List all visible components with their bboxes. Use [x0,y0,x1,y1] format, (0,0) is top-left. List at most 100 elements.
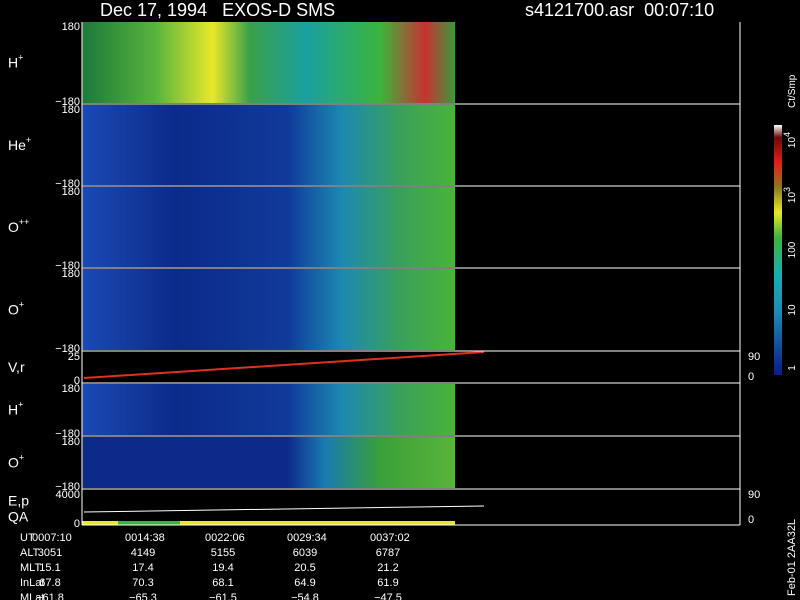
table-cell: 5155 [211,547,235,559]
colorbar-label-base: 10 [787,304,798,316]
spectrogram [82,384,455,435]
y-tick-label: 180 [62,21,80,33]
table-cell: 67.8 [39,577,60,589]
y-tick-label: 180 [62,383,80,395]
table-cell: 4149 [131,547,155,559]
table-cell: 0022:06 [205,532,245,544]
panel-label-2: QA [8,509,29,525]
table-cell: 64.9 [294,577,315,589]
table-row-label: InLat [20,577,44,589]
y-tick-label: −180 [55,343,80,355]
y-tick-label: 180 [62,436,80,448]
panel-label: H+ [8,53,23,71]
panel-label-sup: + [18,400,23,410]
right-tick-label: 90 [748,489,760,501]
table-row-label: MLat [20,592,44,600]
colorbar-label: 10 [787,304,798,316]
table-cell: 6787 [376,547,400,559]
panel-label-text: O [8,302,19,318]
colorbar-label-exp: 3 [782,187,792,192]
panel-label-sup: + [18,53,23,63]
table-cell: −65.3 [129,592,157,600]
right-tick-label: 90 [748,351,760,363]
colorbar-label-base: 10 [787,137,798,149]
table-row-label: ALT [20,547,40,559]
spectrogram [82,187,455,267]
table-cell: 68.1 [212,577,233,589]
panel-label-sup: + [26,135,31,145]
colorbar-label: 103 [782,187,798,203]
y-tick-label: 25 [68,351,80,363]
colorbar [774,125,782,375]
panel-label: V,r [8,359,25,375]
table-row-label: UT [20,532,35,544]
file-label: s4121700.asr 00:07:10 [525,0,714,20]
table-cell: −61.8 [36,592,64,600]
table-cell: −47.5 [374,592,402,600]
qa-bar [118,521,180,525]
table-cell: −61.5 [209,592,237,600]
y-tick-label: 4000 [56,489,80,501]
y-tick-label: −180 [55,96,80,108]
panel-label: O++ [8,217,29,235]
title: Dec 17, 1994 EXOS-D SMS [100,0,335,20]
right-tick-label: 0 [748,514,754,526]
colorbar-label: 1 [787,365,798,371]
spectrogram [82,22,455,103]
table-cell: 15.1 [39,562,60,574]
table-cell: 0037:02 [370,532,410,544]
table-cell: 17.4 [132,562,153,574]
y-tick-label: 180 [62,104,80,116]
panel-label-text: H [8,402,18,418]
y-tick-label: 180 [62,268,80,280]
table-cell: 21.2 [377,562,398,574]
y-tick-label: 0 [74,375,80,387]
panel-label-sup: + [19,453,24,463]
table-cell: 0007:10 [32,532,72,544]
panel-label-text: O [8,455,19,471]
spectrogram [82,437,455,488]
panel-label: H+ [8,400,23,418]
panel-label-text: O [8,219,19,235]
colorbar-label-base: 10 [787,192,798,204]
panel-label-text: H [8,55,18,71]
panel-label: He+ [8,135,31,153]
table-cell: 0029:34 [287,532,327,544]
y-tick-label: −180 [55,428,80,440]
y-tick-label: −180 [55,260,80,272]
footer: Feb-01 2AA32L [786,519,798,596]
y-tick-label: −180 [55,178,80,190]
table-cell: 6039 [293,547,317,559]
trace [83,351,485,379]
panel-label: E,p [8,493,29,509]
y-tick-label: −180 [55,481,80,493]
frame [81,22,741,526]
table-cell: 20.5 [294,562,315,574]
panel-label-text: He [8,137,26,153]
panel-label-sup: ++ [19,217,30,227]
y-tick-label: 180 [62,186,80,198]
table-cell: 19.4 [212,562,233,574]
panel-label: O+ [8,300,24,318]
colorbar-label: 100 [787,241,798,258]
spectrogram [82,105,455,185]
right-tick-label: 0 [748,371,754,383]
table-cell: 0014:38 [125,532,165,544]
panel-label-text: E,p [8,493,29,509]
panel-labels: H+180−180He+180−180O++180−180O+180−180V,… [8,21,760,530]
colorbar-label-base: 1 [787,365,798,371]
panel-label-text: V,r [8,359,25,375]
trace [83,505,485,513]
qa-bar [82,521,455,525]
spectrogram [82,269,455,350]
colorbar-label-exp: 4 [782,132,792,137]
table-row-label: MLT [20,562,41,574]
panel-label: O+ [8,453,24,471]
table-cell: 61.9 [377,577,398,589]
colorbar-unit: Ct/Smp [787,74,798,108]
colorbar-label: 104 [782,132,798,148]
colorbar-label-base: 100 [787,241,798,258]
